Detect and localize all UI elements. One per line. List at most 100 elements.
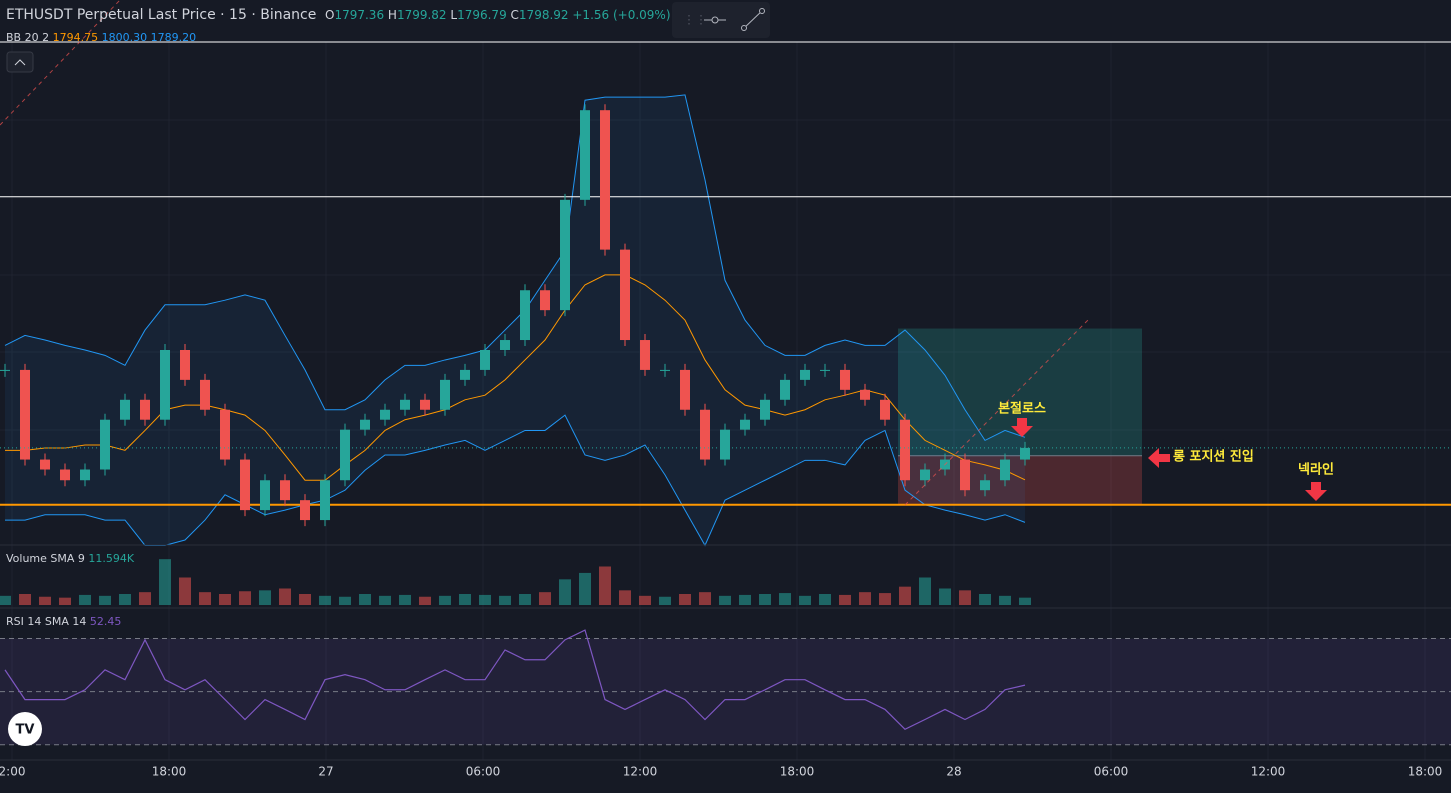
candle bbox=[820, 369, 830, 371]
volume-bar bbox=[279, 588, 291, 605]
bb-middle bbox=[5, 274, 1026, 481]
legend-value: 1796.79 bbox=[457, 8, 507, 22]
candle bbox=[620, 249, 630, 341]
symbol-title: ETHUSDT Perpetual Last Price · 15 · Bina… bbox=[6, 7, 316, 23]
trend-line-tool[interactable] bbox=[741, 8, 765, 31]
legend-value: BB 20 2 bbox=[6, 31, 49, 44]
volume-bar bbox=[179, 577, 191, 605]
x-tick-label: 27 bbox=[318, 765, 333, 779]
volume-bar bbox=[779, 593, 791, 605]
legend-value: 1799.82 bbox=[397, 8, 447, 22]
candle bbox=[120, 399, 130, 420]
candle bbox=[80, 469, 90, 481]
candle bbox=[200, 379, 210, 410]
candle bbox=[360, 419, 370, 430]
candle bbox=[920, 469, 930, 481]
candle bbox=[440, 379, 450, 410]
candle bbox=[100, 419, 110, 470]
x-tick-label: 12:00 bbox=[1251, 765, 1286, 779]
legend-value: O bbox=[325, 8, 334, 22]
volume-bar bbox=[139, 592, 151, 605]
logo bbox=[8, 712, 42, 746]
legend-value: +1.56 (+0.09%) bbox=[572, 8, 670, 22]
volume-bar bbox=[539, 592, 551, 605]
arrow-down bbox=[1011, 418, 1033, 437]
legend-value: C bbox=[511, 8, 519, 22]
candle bbox=[240, 459, 250, 511]
candle bbox=[160, 349, 170, 420]
volume-bar bbox=[79, 594, 91, 605]
candle bbox=[580, 110, 590, 200]
candle bbox=[880, 399, 890, 420]
volume-bar bbox=[979, 594, 991, 605]
legend-value: 1798.92 bbox=[519, 8, 569, 22]
bb-upper bbox=[4, 94, 1026, 442]
volume-bar bbox=[299, 594, 311, 605]
volume-bar bbox=[959, 590, 971, 605]
x-tick-label: 06:00 bbox=[466, 765, 501, 779]
volume-bar bbox=[259, 590, 271, 605]
legend-value: 52.45 bbox=[90, 615, 122, 628]
candle bbox=[780, 379, 790, 400]
candle bbox=[180, 349, 190, 380]
candle bbox=[0, 369, 10, 371]
candle bbox=[400, 399, 410, 410]
candle bbox=[500, 340, 510, 350]
candle bbox=[260, 480, 270, 511]
drag-handle[interactable]: ⋮⋮ bbox=[683, 13, 707, 27]
volume-bar bbox=[459, 594, 471, 605]
volume-bar bbox=[0, 595, 11, 605]
candle bbox=[280, 480, 290, 501]
candle bbox=[980, 480, 990, 491]
collapse-button[interactable] bbox=[6, 51, 34, 73]
chevron-icon bbox=[14, 59, 26, 66]
volume-bar bbox=[399, 594, 411, 605]
volume-bar bbox=[439, 595, 451, 605]
legend-value: 1789.20 bbox=[151, 31, 197, 44]
volume-bar bbox=[759, 594, 771, 605]
volume-bar bbox=[119, 594, 131, 605]
volume-bar bbox=[519, 594, 531, 605]
volume-bar bbox=[839, 594, 851, 605]
volume-bar bbox=[579, 572, 591, 605]
volume-bar bbox=[499, 595, 511, 605]
x-tick-label: 18:00 bbox=[780, 765, 815, 779]
candle bbox=[860, 389, 870, 400]
candle bbox=[140, 399, 150, 420]
legend-value: Volume SMA 9 bbox=[6, 552, 85, 565]
volume-bar bbox=[319, 595, 331, 605]
x-tick-label: 28 bbox=[946, 765, 961, 779]
rsi-line bbox=[4, 629, 1026, 731]
volume-bar bbox=[659, 596, 671, 605]
ohlc: O1797.36 H1799.82 L1796.79 C1798.92 +1.5… bbox=[325, 8, 671, 22]
volume-bar bbox=[99, 595, 111, 605]
arrow-left bbox=[1148, 448, 1170, 468]
horizontal-ray-tool[interactable] bbox=[704, 16, 726, 24]
candle bbox=[840, 369, 850, 390]
candle bbox=[60, 469, 70, 481]
candle bbox=[600, 110, 610, 250]
breakeven-label: 본절로스 bbox=[998, 402, 1046, 417]
legend-value: H bbox=[388, 8, 397, 22]
candle bbox=[960, 459, 970, 491]
candle bbox=[740, 419, 750, 430]
candle bbox=[320, 480, 330, 521]
legend-value: 11.594K bbox=[88, 552, 134, 565]
bb-legend: BB 20 2 1794.75 1800.30 1789.20 bbox=[6, 31, 196, 44]
candle bbox=[520, 290, 530, 341]
candle bbox=[660, 369, 670, 371]
volume-bar bbox=[899, 586, 911, 605]
volume-bar bbox=[719, 595, 731, 605]
volume-bar bbox=[159, 559, 171, 605]
candle bbox=[420, 399, 430, 410]
entry-label: 롱 포지션 진입 bbox=[1173, 449, 1254, 465]
x-tick-label: 2:00 bbox=[0, 765, 25, 779]
candle bbox=[900, 419, 910, 481]
candle bbox=[560, 199, 570, 311]
x-tick-label: 18:00 bbox=[152, 765, 187, 779]
candle bbox=[220, 409, 230, 460]
volume-bar bbox=[1019, 597, 1031, 605]
volume-bar bbox=[359, 594, 371, 605]
